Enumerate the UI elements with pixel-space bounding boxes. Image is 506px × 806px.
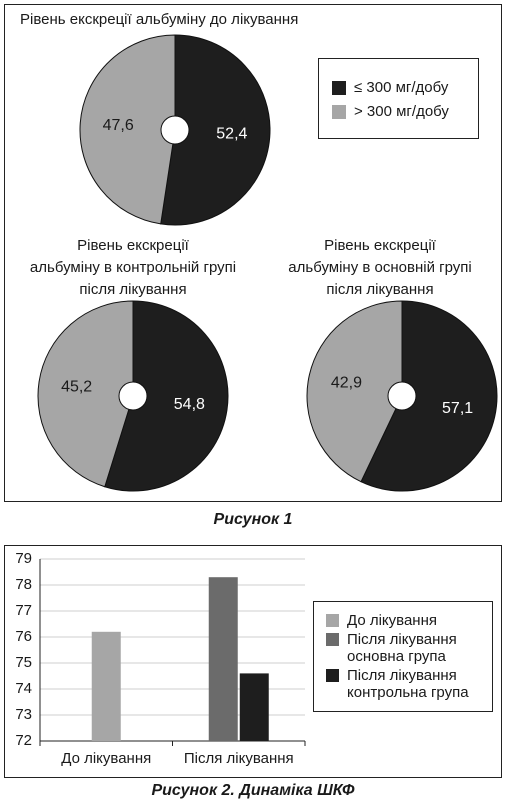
chart-title: Рівень екскреції [324, 237, 436, 254]
legend-box [318, 58, 479, 139]
chart-title: після лікування [326, 281, 433, 298]
value-label: 45,2 [61, 379, 92, 396]
chart-title: Рівень екскреції альбуміну до лікування [20, 11, 298, 28]
caption: Рисунок 2. Динаміка ШКФ [151, 782, 355, 799]
pie-slice [360, 300, 498, 492]
bar [239, 673, 269, 741]
legend-swatch [326, 633, 339, 646]
legend-swatch [332, 105, 346, 119]
figure-frame [4, 4, 502, 502]
legend-label: Після лікування основна група [347, 631, 457, 665]
value-label: 57,1 [442, 400, 473, 417]
value-label: 54,8 [174, 396, 205, 413]
legend-label: > 300 мг/добу [354, 103, 449, 120]
pie-slice [37, 300, 134, 488]
figure-frame [4, 545, 502, 778]
legend-swatch [326, 614, 339, 627]
pie-slice [104, 300, 229, 492]
chart-title: Рівень екскреції [77, 237, 189, 254]
pie-hole [387, 381, 417, 411]
y-tick-label: 76 [15, 628, 32, 645]
bar [208, 577, 238, 741]
pie-slice [79, 34, 176, 225]
chart-title: після лікування [79, 281, 186, 298]
legend-label: Після лікування контрольна група [347, 667, 469, 701]
y-tick-label: 75 [15, 654, 32, 671]
y-tick-label: 78 [15, 576, 32, 593]
legend-swatch [326, 669, 339, 682]
pie-hole [160, 115, 190, 145]
x-tick-label: Після лікування [184, 750, 294, 767]
y-tick-label: 77 [15, 602, 32, 619]
chart-title: альбуміну в контрольній групі [30, 259, 236, 276]
value-label: 52,4 [216, 126, 247, 143]
legend-label: До лікування [347, 612, 437, 629]
y-tick-label: 73 [15, 706, 32, 723]
y-tick-label: 72 [15, 732, 32, 749]
pie-slice [306, 300, 403, 483]
value-label: 47,6 [103, 117, 134, 134]
bar [91, 631, 121, 741]
legend-item: Після лікування контрольна група [326, 667, 484, 701]
legend: До лікування Після лікування основна груп… [313, 601, 493, 712]
value-label: 42,9 [331, 375, 362, 392]
y-tick-label: 74 [15, 680, 32, 697]
y-tick-label: 79 [15, 550, 32, 567]
legend-item: До лікування [326, 612, 484, 629]
legend-swatch [332, 81, 346, 95]
legend-label: ≤ 300 мг/добу [354, 79, 449, 96]
caption: Рисунок 1 [214, 511, 293, 528]
pie-hole [118, 381, 148, 411]
pie-slice [160, 34, 271, 226]
x-tick-label: До лікування [61, 750, 151, 767]
legend-item: Після лікування основна група [326, 631, 484, 665]
chart-title: альбуміну в основній групі [288, 259, 471, 276]
